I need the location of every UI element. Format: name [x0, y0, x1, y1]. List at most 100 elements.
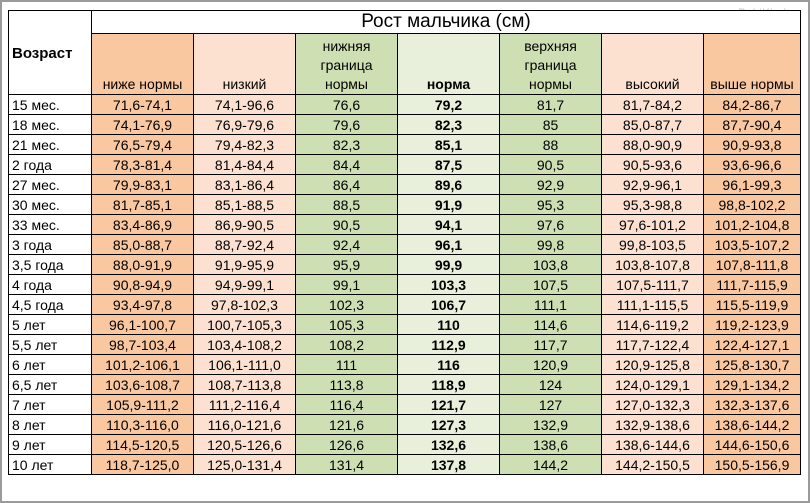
table-row: 3 года 85,0-88,7 88,7-92,4 92,4 96,1 99,8 99,8… — [8, 234, 801, 255]
cell-high: 103,8-107,8 — [601, 254, 704, 275]
cell-lower-bound: 88,5 — [295, 194, 398, 215]
cell-below: 98,7-103,4 — [91, 334, 194, 355]
cell-upper-bound: 114,6 — [499, 314, 602, 335]
age-cell: 8 лет — [8, 414, 92, 435]
cell-norm: 96,1 — [397, 234, 500, 255]
table-row: 10 лет 118,7-125,0 125,0-131,4 131,4 137,8 14… — [8, 454, 801, 475]
cell-norm: 82,3 — [397, 114, 500, 135]
cell-lower-bound: 121,6 — [295, 414, 398, 435]
age-cell: 6 лет — [8, 354, 92, 375]
cell-above: 96,1-99,3 — [703, 174, 801, 195]
age-cell: 5,5 лет — [8, 334, 92, 355]
cell-high: 120,9-125,8 — [601, 354, 704, 375]
cell-high: 127,0-132,3 — [601, 394, 704, 415]
cell-lower-bound: 102,3 — [295, 294, 398, 315]
cell-high: 81,7-84,2 — [601, 94, 704, 115]
cell-low: 94,9-99,1 — [193, 274, 296, 295]
table-row: 2 года 78,3-81,4 81,4-84,4 84,4 87,5 90,5 90,5… — [8, 154, 801, 175]
age-cell: 5 лет — [8, 314, 92, 335]
cell-high: 138,6-144,6 — [601, 434, 704, 455]
cell-low: 91,9-95,9 — [193, 254, 296, 275]
cell-below: 76,5-79,4 — [91, 134, 194, 155]
cell-upper-bound: 124 — [499, 374, 602, 395]
cell-low: 108,7-113,8 — [193, 374, 296, 395]
table-row: 3,5 года 88,0-91,9 91,9-95,9 95,9 99,9 103,8 1… — [8, 254, 801, 275]
cell-high: 85,0-87,7 — [601, 114, 704, 135]
age-cell: 15 мес. — [8, 94, 92, 115]
cell-high: 111,1-115,5 — [601, 294, 704, 315]
growth-table: Возраст Рост мальчика (см) ниже нормы низ… — [8, 10, 801, 475]
column-header-row: ниже нормы низкий нижняя граница нормы норма в… — [9, 33, 801, 95]
cell-below: 96,1-100,7 — [91, 314, 194, 335]
cell-lower-bound: 111 — [295, 354, 398, 375]
cell-high: 88,0-90,9 — [601, 134, 704, 155]
cell-low: 125,0-131,4 — [193, 454, 296, 475]
age-cell: 4 года — [8, 274, 92, 295]
cell-high: 95,3-98,8 — [601, 194, 704, 215]
cell-low: 100,7-105,3 — [193, 314, 296, 335]
age-cell: 21 мес. — [8, 134, 92, 155]
table-row: 4,5 года 93,4-97,8 97,8-102,3 102,3 106,7 111… — [8, 294, 801, 315]
age-cell: 33 мес. — [8, 214, 92, 235]
column-header-low: низкий — [193, 33, 296, 95]
cell-upper-bound: 144,2 — [499, 454, 602, 475]
cell-upper-bound: 107,5 — [499, 274, 602, 295]
age-cell: 3 года — [8, 234, 92, 255]
cell-lower-bound: 126,6 — [295, 434, 398, 455]
age-cell: 3,5 года — [8, 254, 92, 275]
column-header-high: высокий — [601, 33, 704, 95]
age-cell: 18 мес. — [8, 114, 92, 135]
table-row: 15 мес. 71,6-74,1 74,1-96,6 76,6 79,2 81,7 81,… — [8, 94, 801, 115]
cell-norm: 137,8 — [397, 454, 500, 475]
cell-norm: 99,9 — [397, 254, 500, 275]
cell-below: 105,9-111,2 — [91, 394, 194, 415]
cell-lower-bound: 76,6 — [295, 94, 398, 115]
cell-below: 79,9-83,1 — [91, 174, 194, 195]
table-row: 9 лет 114,5-120,5 120,5-126,6 126,6 132,6 138… — [8, 434, 801, 455]
cell-lower-bound: 92,4 — [295, 234, 398, 255]
cell-norm: 127,3 — [397, 414, 500, 435]
cell-above: 111,7-115,9 — [703, 274, 801, 295]
cell-below: 85,0-88,7 — [91, 234, 194, 255]
cell-norm: 91,9 — [397, 194, 500, 215]
cell-upper-bound: 138,6 — [499, 434, 602, 455]
cell-lower-bound: 95,9 — [295, 254, 398, 275]
cell-above: 115,5-119,9 — [703, 294, 801, 315]
cell-low: 76,9-79,6 — [193, 114, 296, 135]
table-row: 7 лет 105,9-111,2 111,2-116,4 116,4 121,7 127… — [8, 394, 801, 415]
cell-above: 144,6-150,6 — [703, 434, 801, 455]
table-title: Рост мальчика (см) — [91, 10, 801, 34]
cell-lower-bound: 86,4 — [295, 174, 398, 195]
cell-lower-bound: 82,3 — [295, 134, 398, 155]
cell-below: 83,4-86,9 — [91, 214, 194, 235]
cell-low: 106,1-111,0 — [193, 354, 296, 375]
table-row: 6 лет 101,2-106,1 106,1-111,0 111 116 120,9 12… — [8, 354, 801, 375]
cell-above: 107,8-111,8 — [703, 254, 801, 275]
cell-lower-bound: 108,2 — [295, 334, 398, 355]
cell-lower-bound: 79,6 — [295, 114, 398, 135]
column-header-below: ниже нормы — [91, 33, 194, 95]
table-row: 21 мес. 76,5-79,4 79,4-82,3 82,3 85,1 88 88,0-… — [8, 134, 801, 155]
cell-upper-bound: 90,5 — [499, 154, 602, 175]
cell-low: 81,4-84,4 — [193, 154, 296, 175]
table-row: 30 мес. 81,7-85,1 85,1-88,5 88,5 91,9 95,3 95,… — [8, 194, 801, 215]
cell-norm: 87,5 — [397, 154, 500, 175]
age-cell: 9 лет — [8, 434, 92, 455]
table-row: 8 лет 110,3-116,0 116,0-121,6 121,6 127,3 132… — [8, 414, 801, 435]
cell-high: 132,9-138,6 — [601, 414, 704, 435]
cell-below: 81,7-85,1 — [91, 194, 194, 215]
cell-lower-bound: 105,3 — [295, 314, 398, 335]
cell-upper-bound: 99,8 — [499, 234, 602, 255]
cell-norm: 112,9 — [397, 334, 500, 355]
cell-upper-bound: 111,1 — [499, 294, 602, 315]
cell-low: 120,5-126,6 — [193, 434, 296, 455]
cell-norm: 110 — [397, 314, 500, 335]
cell-high: 144,2-150,5 — [601, 454, 704, 475]
cell-norm: 116 — [397, 354, 500, 375]
cell-upper-bound: 120,9 — [499, 354, 602, 375]
age-cell: 30 мес. — [8, 194, 92, 215]
cell-norm: 103,3 — [397, 274, 500, 295]
cell-low: 83,1-86,4 — [193, 174, 296, 195]
table-row: 5 лет 96,1-100,7 100,7-105,3 105,3 110 114,6 1… — [8, 314, 801, 335]
table-row: 4 года 90,8-94,9 94,9-99,1 99,1 103,3 107,5 10… — [8, 274, 801, 295]
